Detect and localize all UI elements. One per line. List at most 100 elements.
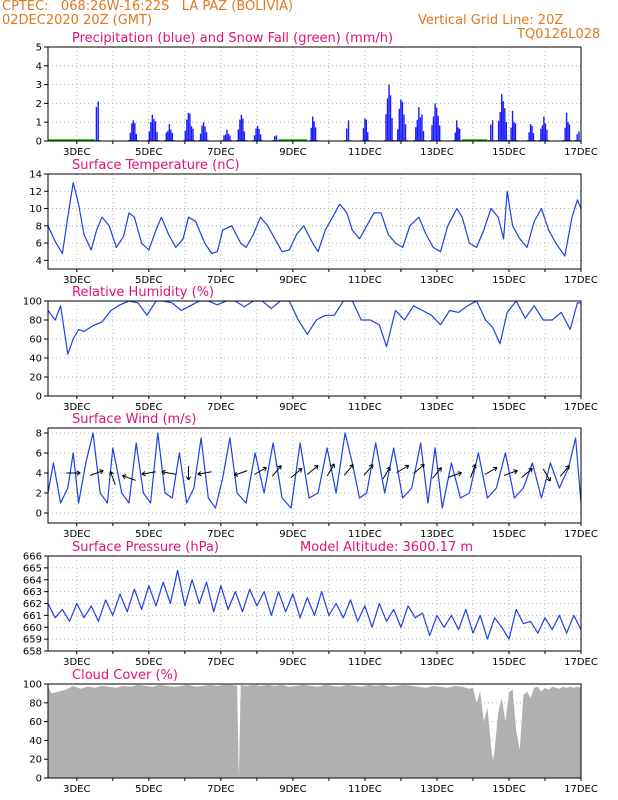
precip-bar xyxy=(347,120,350,141)
precip-bar xyxy=(229,135,231,141)
wind-arrow xyxy=(161,469,176,475)
precip-bar xyxy=(532,132,535,141)
wind-arrow xyxy=(504,469,518,476)
precip-bar xyxy=(576,134,578,141)
wind-arrow xyxy=(141,471,156,477)
y-tick-label: 6 xyxy=(36,449,42,460)
panel-title-5: Surface Pressure (hPa) xyxy=(72,540,219,555)
precip-bar xyxy=(505,122,508,141)
x-tick-label: 5DEC xyxy=(135,657,162,668)
y-tick-label: 664 xyxy=(23,575,42,586)
wind-arrow xyxy=(432,467,442,479)
precip-bar xyxy=(398,108,401,141)
wind-arrow xyxy=(109,471,116,485)
y-tick-label: 0 xyxy=(36,509,42,520)
wind-arrow xyxy=(559,465,570,477)
precip-bar xyxy=(419,117,422,141)
x-tick-label: 13DEC xyxy=(420,529,454,540)
y-tick-label: 0 xyxy=(36,774,42,785)
x-tick-label: 3DEC xyxy=(63,529,90,540)
precip-bar xyxy=(150,122,152,141)
precip-bar xyxy=(186,119,188,141)
x-tick-label: 11DEC xyxy=(348,529,382,540)
x-tick-label: 17DEC xyxy=(564,147,598,158)
precip-bar xyxy=(256,125,259,141)
precip-bar xyxy=(184,130,186,141)
wind-arrow xyxy=(542,468,551,482)
y-tick-label: 2 xyxy=(36,489,42,500)
precip-bar xyxy=(500,94,503,141)
precip-bar xyxy=(156,132,158,141)
x-tick-label: 15DEC xyxy=(492,147,526,158)
precip-bar xyxy=(491,120,494,141)
precip-bar xyxy=(227,133,230,141)
precip-bar xyxy=(497,120,500,141)
precip-bar xyxy=(223,135,225,141)
precip-bar xyxy=(457,127,459,141)
precip-bar xyxy=(313,121,315,141)
x-tick-label: 13DEC xyxy=(420,657,454,668)
panel-5: Surface Pressure (hPa) Model Altitude: 36… xyxy=(23,540,598,668)
precip-bar xyxy=(199,133,202,141)
y-tick-label: 60 xyxy=(29,335,42,346)
x-tick-label: 5DEC xyxy=(135,529,162,540)
precip-bar xyxy=(389,95,392,141)
y-tick-label: 2 xyxy=(36,99,42,110)
wind-arrow xyxy=(66,470,81,476)
precip-bar xyxy=(404,124,407,141)
y-tick-label: 4 xyxy=(36,469,42,480)
precip-bar xyxy=(431,125,433,141)
x-tick-label: 3DEC xyxy=(63,147,90,158)
precip-bar xyxy=(171,132,174,141)
y-tick-label: 4 xyxy=(36,61,42,72)
wind-arrow xyxy=(382,466,391,480)
y-tick-label: 8 xyxy=(36,429,42,440)
precip-bar xyxy=(437,115,439,141)
precip-bar xyxy=(513,122,515,141)
precip-bar xyxy=(386,98,389,141)
y-tick-label: 658 xyxy=(23,647,42,658)
precip-bar xyxy=(237,129,240,141)
precip-bar xyxy=(187,112,190,141)
x-tick-label: 3DEC xyxy=(63,275,90,286)
precip-bar xyxy=(541,125,544,141)
y-tick-label: 10 xyxy=(29,204,42,215)
precip-bar xyxy=(170,129,172,141)
precip-bar xyxy=(416,119,419,141)
x-tick-label: 7DEC xyxy=(207,147,234,158)
precip-bar xyxy=(415,127,417,141)
x-tick-label: 9DEC xyxy=(279,784,306,795)
y-tick-label: 20 xyxy=(29,755,42,766)
x-tick-label: 3DEC xyxy=(63,657,90,668)
precip-bar xyxy=(435,107,438,141)
y-tick-label: 8 xyxy=(36,221,42,232)
panel-1: Precipitation (blue) and Snow Fall (gree… xyxy=(36,31,598,158)
panel-title-6: Cloud Cover (%) xyxy=(72,668,178,683)
x-tick-label: 13DEC xyxy=(420,402,454,413)
precip-bar xyxy=(564,127,566,141)
wind-arrow xyxy=(185,466,192,481)
precip-bar xyxy=(240,114,243,141)
panel-annotation: Model Altitude: 3600.17 m xyxy=(300,540,473,555)
precip-bar xyxy=(135,134,138,141)
precip-bar xyxy=(365,119,368,141)
precip-bar xyxy=(565,112,568,141)
precip-bar xyxy=(388,84,390,141)
panel-title-4: Surface Wind (m/s) xyxy=(72,412,196,427)
panel-4: Surface Wind (m/s) 0 2 4 6 8 3DEC 5DEC 7DEC 9DEC 1… xyxy=(36,412,598,540)
x-tick-label: 9DEC xyxy=(279,529,306,540)
x-tick-label: 11DEC xyxy=(348,147,382,158)
wind-arrow xyxy=(413,464,425,474)
wind-arrow xyxy=(363,464,374,476)
y-tick-label: 80 xyxy=(29,698,42,709)
series-line xyxy=(48,569,581,640)
y-tick-label: 80 xyxy=(29,316,42,327)
precip-bar xyxy=(422,131,425,141)
y-tick-label: 3 xyxy=(36,80,42,91)
precip-bar xyxy=(543,116,545,141)
precip-bar xyxy=(132,120,135,141)
panel-title-1: Precipitation (blue) and Snow Fall (gree… xyxy=(72,31,393,46)
x-tick-label: 15DEC xyxy=(492,529,526,540)
precip-bar xyxy=(401,101,404,141)
precip-bar xyxy=(192,128,194,141)
